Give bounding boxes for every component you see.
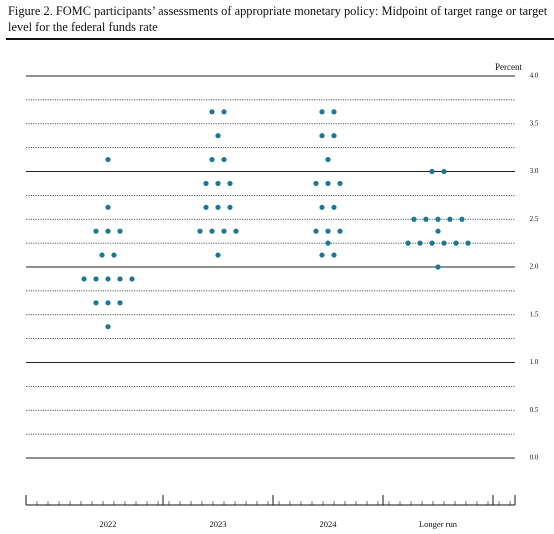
y-axis-label: Percent — [495, 62, 522, 72]
dot — [215, 252, 221, 258]
dot — [319, 133, 325, 139]
dot — [441, 168, 447, 175]
dot — [331, 204, 337, 210]
dot — [99, 252, 105, 258]
dot — [209, 156, 215, 163]
dot — [435, 264, 441, 270]
dot — [105, 228, 111, 234]
dot — [325, 156, 331, 163]
dot — [203, 180, 209, 187]
dot — [117, 276, 123, 282]
dot — [81, 276, 87, 282]
chart-title: Figure 2. FOMC participants’ assessments… — [8, 4, 548, 34]
dot — [117, 228, 123, 234]
dot — [117, 300, 123, 306]
y-tick-label: 0.5 — [530, 406, 539, 414]
dot — [337, 180, 343, 187]
dot — [111, 252, 117, 258]
dot — [429, 168, 435, 175]
dot — [93, 300, 99, 306]
dot — [453, 240, 459, 246]
dot — [215, 180, 221, 187]
y-tick-label: 3.5 — [530, 119, 539, 127]
dot — [417, 240, 423, 246]
y-tick-label: 1.5 — [530, 310, 539, 318]
dot — [325, 180, 331, 187]
dot — [105, 300, 111, 306]
dot — [331, 133, 337, 139]
dot — [227, 204, 233, 210]
dot — [429, 240, 435, 246]
y-tick-label: 3.0 — [530, 167, 539, 175]
dot — [435, 216, 441, 222]
dot — [221, 156, 227, 163]
dot — [405, 240, 411, 246]
dot — [411, 216, 417, 222]
dot — [441, 240, 447, 246]
dot — [423, 216, 429, 222]
dot — [227, 180, 233, 187]
dot — [447, 216, 453, 222]
x-tick-label: 2024 — [320, 519, 338, 529]
dot — [319, 204, 325, 210]
dot — [215, 133, 221, 139]
dot — [331, 109, 337, 115]
dot — [233, 228, 239, 234]
dot — [337, 228, 343, 234]
y-tick-label: 1.0 — [530, 358, 539, 366]
dot — [215, 204, 221, 210]
dot — [105, 276, 111, 282]
y-tick-label: 2.5 — [530, 215, 539, 223]
dot — [319, 252, 325, 258]
dot — [221, 228, 227, 234]
dot — [459, 216, 465, 222]
dot — [105, 204, 111, 210]
dot — [221, 109, 227, 115]
x-tick-label: 2023 — [210, 519, 227, 529]
dot — [319, 109, 325, 115]
dot — [93, 276, 99, 282]
dot — [203, 204, 209, 210]
dot — [105, 324, 111, 330]
y-tick-label: 2.0 — [530, 263, 539, 271]
x-tick-label: Longer run — [419, 519, 458, 529]
title-rule — [6, 38, 554, 40]
dot — [325, 240, 331, 246]
dot — [435, 228, 441, 234]
dot — [465, 240, 471, 246]
dot — [313, 180, 319, 187]
dot — [325, 228, 331, 234]
dot — [209, 109, 215, 115]
dot — [129, 276, 135, 282]
dot — [313, 228, 319, 234]
dot — [93, 228, 99, 234]
y-tick-label: 4.0 — [530, 72, 539, 80]
dot — [331, 252, 337, 258]
y-tick-label: 0.0 — [530, 454, 539, 462]
dot — [209, 228, 215, 234]
dot — [105, 156, 111, 163]
x-tick-label: 2022 — [100, 519, 117, 529]
dot — [197, 228, 203, 234]
